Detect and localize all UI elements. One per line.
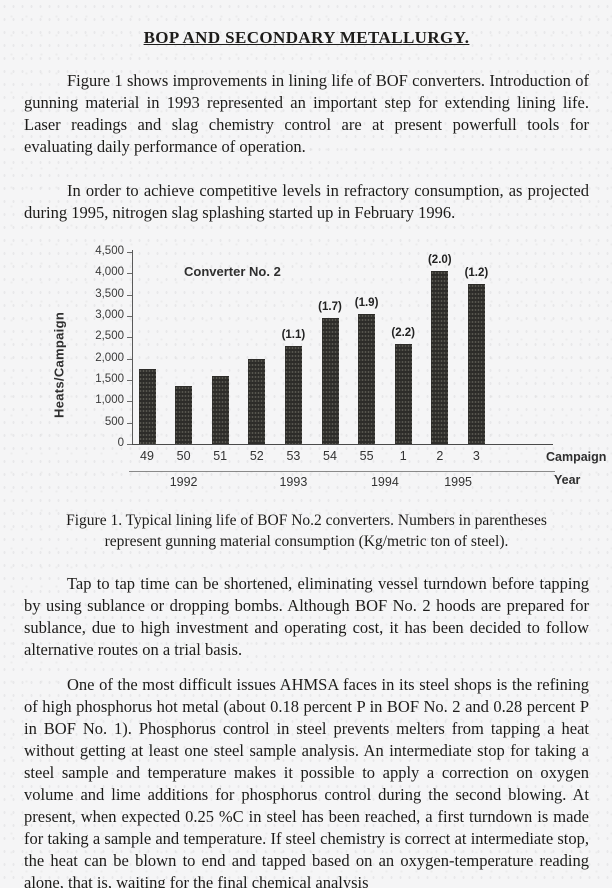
x-tick-campaign: 54 [323,449,337,463]
bar-campaign-49 [138,369,156,444]
x-tick-campaign: 1 [399,449,407,463]
year-label-1993: 1993 [279,475,308,489]
x-tick-campaign: 52 [249,449,264,463]
bar-campaign-52 [248,358,266,444]
y-tick-mark [127,316,132,317]
bar-gunning-label: (1.9) [354,296,379,309]
paragraph-slag-splashing: In order to achieve competitive levels i… [24,181,589,222]
y-tick-label: 1,000 [95,394,124,407]
figure-1-caption-line1: Figure 1. Typical lining life of BOF No.… [66,512,547,529]
y-tick-label: 1,500 [95,373,124,385]
bar-campaign-51 [211,375,229,444]
x-tick-campaign: 53 [286,449,301,463]
x-tick-campaign: 3 [472,449,480,463]
bar-campaign-1 [394,343,412,444]
y-tick-mark [127,444,132,445]
y-tick-mark [127,358,132,360]
bar-gunning-label: (1.1) [281,328,306,341]
y-tick-mark [127,294,132,296]
chart-x-axis-name-campaign: Campaign [546,450,607,464]
y-tick-mark [127,422,132,424]
x-tick-campaign: 49 [140,449,154,463]
x-tick-campaign: 55 [359,449,374,463]
y-tick-mark [127,273,132,275]
bar-campaign-54 [321,318,339,444]
bar-campaign-55 [358,313,376,444]
year-label-1992: 1992 [169,475,198,489]
bar-campaign-2 [431,271,449,444]
paragraph-tap-to-tap: Tap to tap time can be shortened, elimin… [24,574,589,659]
y-tick-label: 2,000 [95,351,124,364]
figure-1-caption-line2: represent gunning material consumption (… [104,533,509,550]
y-tick-label: 500 [104,415,124,428]
x-tick-campaign: 50 [176,449,191,463]
paragraph-phosphorus: One of the most difficult issues AHMSA f… [24,675,589,888]
x-tick-campaign: 2 [436,449,444,463]
chart-x-axis-name-year: Year [554,473,581,487]
y-tick-label: 4,000 [95,266,124,279]
y-tick-mark [127,380,132,381]
bar-gunning-label: (1.7) [318,301,342,314]
figure-1-caption: Figure 1. Typical lining life of BOF No.… [24,510,589,552]
chart-x-axis-line [129,444,553,445]
year-label-1995: 1995 [444,475,472,489]
bar-gunning-label: (2.0) [427,254,452,267]
y-tick-mark [127,252,132,253]
bar-campaign-50 [175,386,193,444]
paragraph-lining-life: Figure 1 shows improvements in lining li… [24,71,589,156]
y-tick-label: 3,500 [95,287,124,300]
y-tick-label: 2,500 [95,330,124,343]
bar-campaign-3 [467,284,485,444]
y-tick-label: 3,000 [95,309,124,321]
x-tick-campaign: 51 [213,449,228,463]
y-tick-mark [127,337,132,339]
year-label-1994: 1994 [370,475,399,489]
y-tick-mark [127,401,132,403]
chart-y-axis-line [132,250,133,444]
chart-year-axis-line [129,471,555,472]
chart-series-title: Converter No. 2 [184,264,281,279]
chart-y-axis-label: Heats/Campaign [51,311,67,419]
page-title: BOP AND SECONDARY METALLURGY. [143,28,470,47]
bar-gunning-label: (1.2) [464,267,489,279]
y-tick-label: 4,500 [95,245,124,257]
y-tick-label: 0 [117,437,124,449]
bar-campaign-53 [284,345,302,444]
figure-1-chart: Heats/Campaign Converter No. 2 Campaign … [24,245,607,498]
bar-gunning-label: (2.2) [391,326,416,339]
